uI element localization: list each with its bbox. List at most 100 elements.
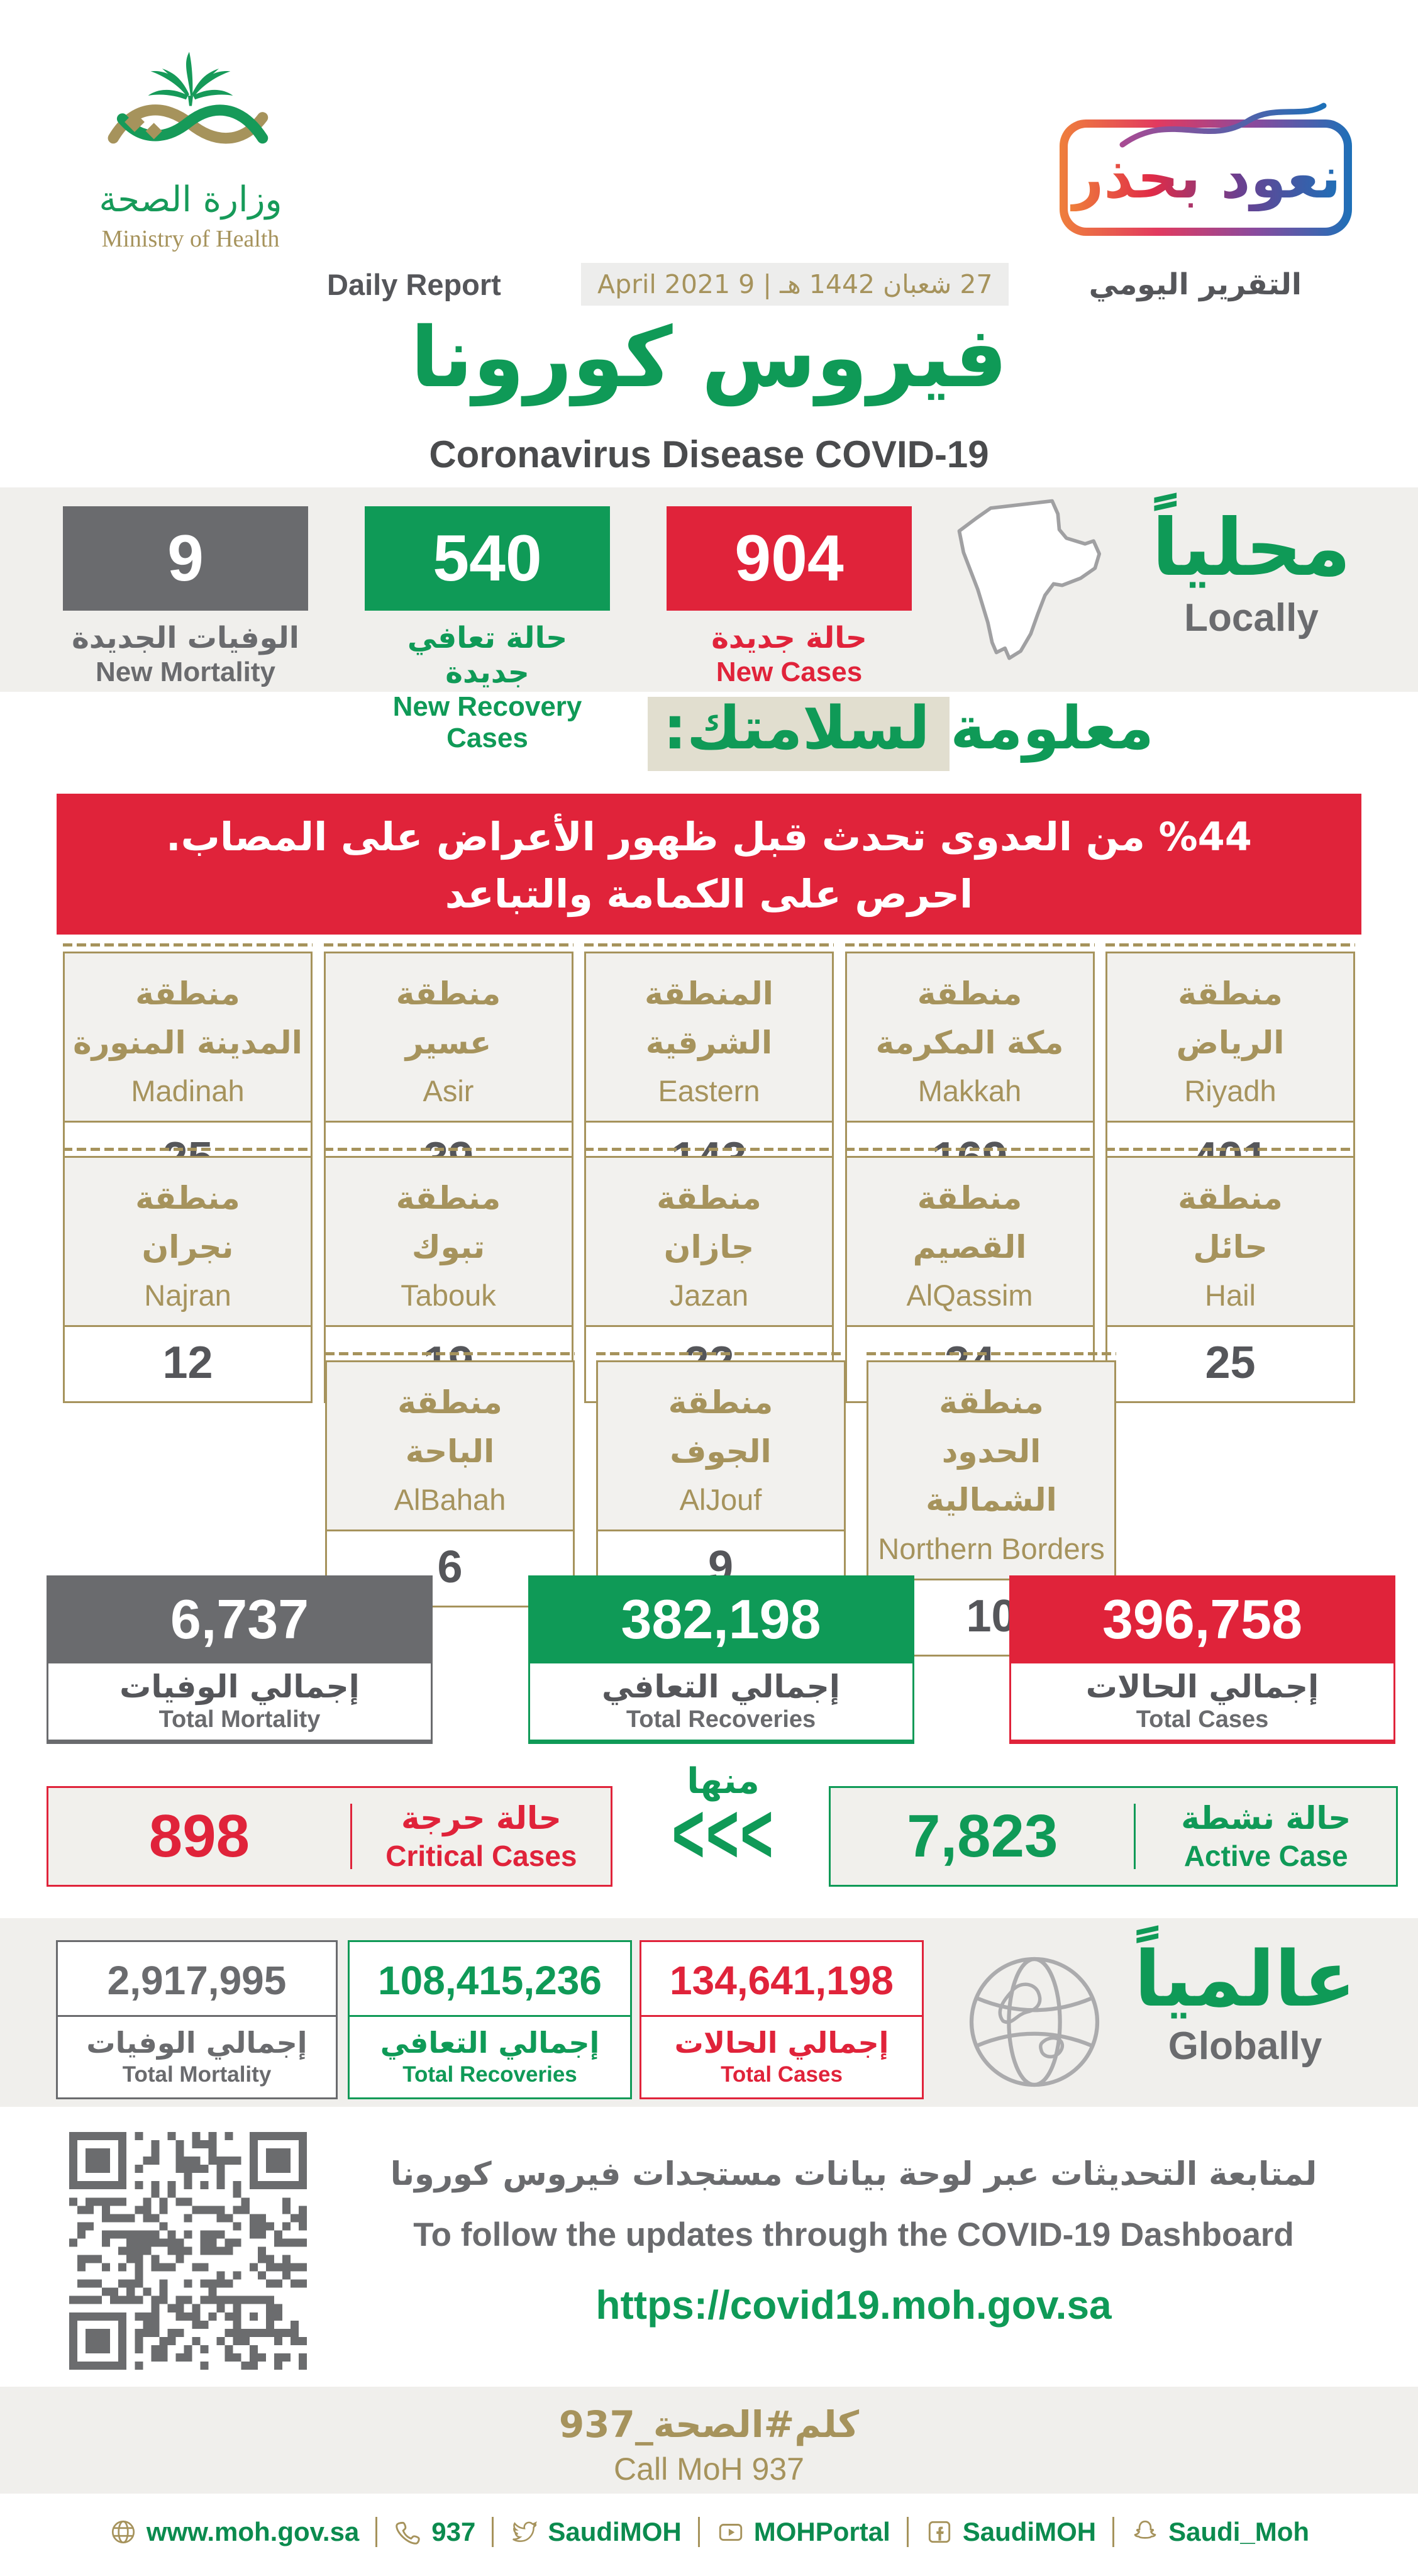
region-cases: 25	[1205, 1338, 1256, 1388]
chevrons-left-icon: <<<	[672, 1786, 775, 1882]
footer-twitter-text: SaudiMOH	[548, 2517, 682, 2546]
card-top-bar	[323, 1148, 573, 1151]
logo-title-en: Ministry of Health	[101, 226, 280, 252]
card-top-bar	[323, 943, 573, 947]
footer-facebook[interactable]: SaudiMOH	[906, 2517, 1112, 2547]
locally-section: محلياً Locally 904 حالة جديدة New Cases …	[0, 487, 1418, 753]
region-cases: 6	[437, 1542, 463, 1592]
critical-cases-label-ar: حالة حرجة	[401, 1800, 562, 1836]
global-cases-label-ar: إجمالي الحالات	[674, 2026, 889, 2060]
global-recoveries-value: 108,415,236	[350, 1942, 630, 2017]
region-card-hail: منطقة حائل Hail 25	[1105, 1148, 1355, 1403]
total-recoveries-label-en: Total Recoveries	[626, 1706, 816, 1733]
dashboard-info: لمتابعة التحديثات عبر لوحة بيانات مستجدا…	[330, 2156, 1377, 2328]
region-name-ar: منطقة القصيم	[912, 1180, 1027, 1265]
globally-section: 2,917,995 إجمالي الوفيات Total Mortality…	[0, 1918, 1418, 2107]
logo-title-ar: وزارة الصحة	[99, 179, 282, 220]
daily-report-label-en: Daily Report	[327, 267, 501, 301]
region-name-ar: منطقة الجوف	[668, 1384, 773, 1470]
region-name-en: Tabouk	[401, 1279, 496, 1312]
region-name-ar: منطقة الرياض	[1176, 975, 1285, 1061]
twitter-icon	[512, 2521, 538, 2542]
total-recoveries-value: 382,198	[528, 1575, 914, 1663]
region-name-ar: منطقة تبوك	[396, 1180, 501, 1265]
moh-logo-icon	[108, 52, 269, 144]
globally-title-en: Globally	[1168, 2024, 1322, 2068]
card-top-bar	[325, 1352, 575, 1355]
card-top-bar	[1105, 1148, 1355, 1151]
region-name-en: AlBahah	[394, 1483, 506, 1516]
locally-title: محلياً Locally	[1107, 505, 1396, 640]
region-name-en: AlJouf	[679, 1483, 762, 1516]
footer-snapchat[interactable]: Saudi_Moh	[1112, 2517, 1326, 2547]
footer-facebook-text: SaudiMOH	[962, 2517, 1097, 2546]
dashboard-url-link[interactable]: https://covid19.moh.gov.sa	[595, 2282, 1112, 2328]
new-recoveries-label-ar: حالة تعافي جديدة	[407, 621, 568, 690]
active-cases-box: حالة نشطة Active Case 7,823	[829, 1786, 1398, 1887]
region-name-ar: منطقة الحدود الشمالية	[926, 1384, 1057, 1518]
local-totals-row: 396,758 إجمالي الحالات Total Cases 382,1…	[47, 1575, 1395, 1744]
page-title-ar: فيروس كورونا	[410, 309, 1008, 406]
footer-phone[interactable]: 937	[375, 2517, 492, 2547]
region-name-en: Najran	[144, 1279, 231, 1312]
region-name-en: Madinah	[131, 1074, 245, 1108]
call-hashtag: كلم#الصحة_937	[558, 2403, 860, 2446]
card-top-bar	[584, 1148, 834, 1151]
critical-cases-value: 898	[148, 1802, 250, 1870]
global-mortality-label-ar: إجمالي الوفيات	[86, 2026, 307, 2060]
qr-code-image	[69, 2132, 307, 2370]
new-cases-label-en: New Cases	[716, 657, 863, 687]
global-recoveries-box: 108,415,236 إجمالي التعافي Total Recover…	[348, 1940, 632, 2099]
new-cases-stat: 904 حالة جديدة New Cases	[667, 506, 912, 688]
global-cases-label-en: Total Cases	[721, 2062, 843, 2087]
global-mortality-value: 2,917,995	[58, 1942, 336, 2017]
region-name-en: Northern Borders	[878, 1531, 1105, 1565]
safety-banner-line1: %44 من العدوى تحدث قبل ظهور الأعراض على …	[166, 814, 1252, 860]
phone-icon	[396, 2521, 421, 2545]
global-recoveries-label-ar: إجمالي التعافي	[380, 2026, 600, 2060]
new-mortality-label-ar: الوفيات الجديدة	[72, 621, 299, 655]
safety-banner-line2: احرص على الكمامة والتباعد	[445, 871, 973, 917]
info-heading-highlight	[648, 697, 950, 771]
region-name-en: Eastern	[658, 1074, 760, 1108]
footer-contact-bar: www.moh.gov.sa 937 SaudiMOH MOHPortal Sa…	[0, 2517, 1418, 2547]
region-card-albahah: منطقة الباحة AlBahah 6	[325, 1352, 575, 1657]
region-name-en: Riyadh	[1184, 1074, 1277, 1108]
active-cases-label-en: Active Case	[1183, 1840, 1348, 1872]
divider	[1134, 1804, 1136, 1869]
report-date: 27 شعبان 1442 هـ | 9 April 2021	[581, 263, 1009, 306]
critical-cases-labels: حالة حرجة Critical Cases	[352, 1800, 611, 1873]
dashboard-text-ar: لمتابعة التحديثات عبر لوحة بيانات مستجدا…	[390, 2156, 1317, 2193]
total-cases-value: 396,758	[1009, 1575, 1395, 1663]
new-cases-value: 904	[667, 506, 912, 611]
total-recoveries-label-ar: إجمالي التعافي	[602, 1668, 840, 1705]
footer-snapchat-text: Saudi_Moh	[1168, 2517, 1310, 2546]
region-name-en: AlQassim	[906, 1279, 1033, 1312]
youtube-icon	[719, 2524, 742, 2541]
global-recoveries-label-en: Total Recoveries	[402, 2062, 577, 2087]
region-name-ar: المنطقة الشرقية	[645, 975, 773, 1061]
globally-title: عالمياً Globally	[1097, 1937, 1393, 2068]
locally-title-ar: محلياً	[1151, 502, 1351, 594]
region-name-en: Jazan	[669, 1279, 749, 1312]
card-top-bar	[595, 1352, 846, 1355]
globe-icon	[111, 2520, 135, 2544]
locally-title-en: Locally	[1184, 596, 1319, 640]
total-mortality-label-en: Total Mortality	[158, 1706, 321, 1733]
critical-cases-box: حالة حرجة Critical Cases 898	[47, 1786, 612, 1887]
card-top-bar	[1105, 943, 1355, 947]
footer-youtube[interactable]: MOHPortal	[697, 2517, 907, 2547]
region-name-en: Asir	[423, 1074, 474, 1108]
moh-logo: وزارة الصحة Ministry of Health	[80, 36, 301, 253]
new-mortality-label-en: New Mortality	[95, 657, 276, 687]
total-cases-box: 396,758 إجمالي الحالات Total Cases	[1009, 1575, 1395, 1744]
new-mortality-stat: 9 الوفيات الجديدة New Mortality	[63, 506, 308, 688]
region-name-ar: منطقة الباحة	[397, 1384, 502, 1470]
total-cases-label-ar: إجمالي الحالات	[1085, 1668, 1319, 1705]
total-recoveries-box: 382,198 إجمالي التعافي Total Recoveries	[528, 1575, 914, 1744]
footer-website-text: www.moh.gov.sa	[146, 2517, 360, 2546]
footer-website[interactable]: www.moh.gov.sa	[92, 2517, 375, 2547]
card-top-bar	[63, 1148, 313, 1151]
footer-twitter[interactable]: SaudiMOH	[492, 2517, 697, 2547]
